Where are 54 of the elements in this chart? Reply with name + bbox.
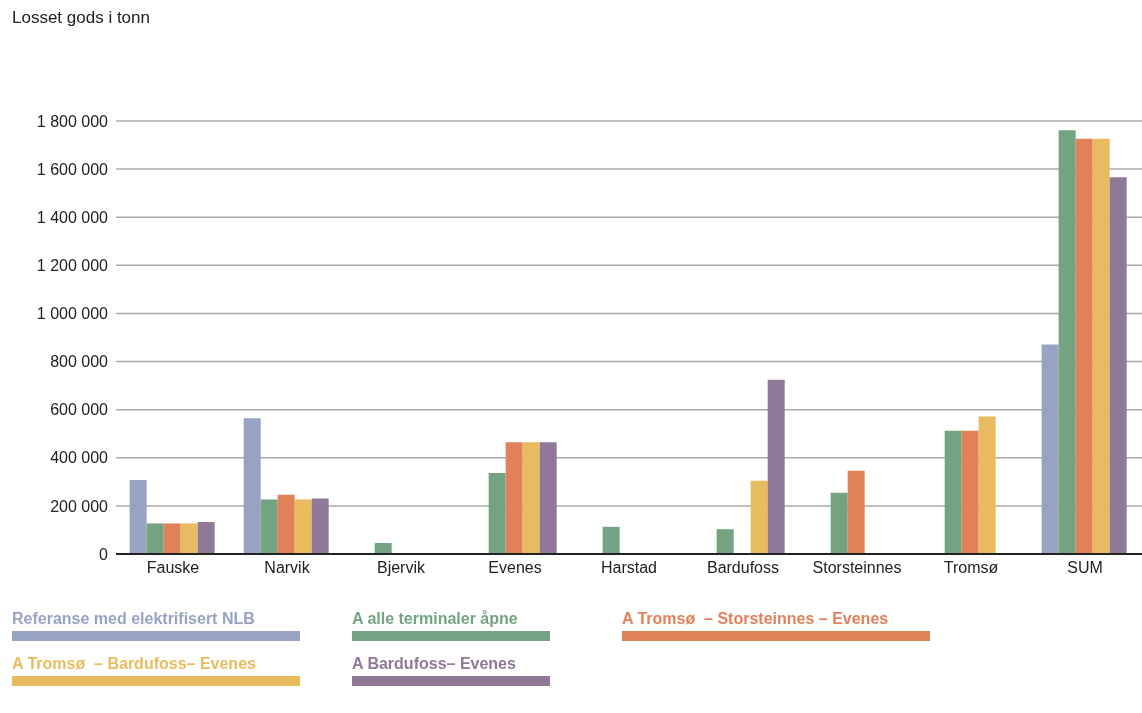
x-tick-label: Harstad <box>600 559 658 577</box>
bar <box>522 442 540 554</box>
bar <box>830 492 848 554</box>
bar <box>1109 177 1127 554</box>
x-tick-label: Narvik <box>264 559 311 577</box>
y-tick-label: 0 <box>99 545 109 563</box>
x-tick-label: Bardufoss <box>706 559 780 577</box>
bar <box>1058 130 1076 554</box>
text: A alle terminaler åpne <box>352 610 518 628</box>
bar <box>243 418 261 554</box>
text: Referanse med elektrifisert NLB <box>12 610 255 628</box>
bar <box>260 499 278 554</box>
x-tick-label: Tromsø <box>943 559 999 577</box>
bar <box>197 522 215 554</box>
bar <box>146 523 164 554</box>
chart-title: Losset gods i tonn <box>12 8 151 29</box>
y-tick-label: 1 600 000 <box>36 160 109 178</box>
bar <box>488 472 506 554</box>
text: A Bardufoss– Evenes <box>352 655 516 673</box>
bar <box>767 379 785 554</box>
y-tick-label: 400 000 <box>50 449 109 467</box>
bar <box>1041 344 1059 554</box>
y-tick-label: 1 800 000 <box>36 112 109 130</box>
text: A Tromsø – Storsteinnes – Evenes <box>622 610 889 628</box>
bar <box>311 498 329 554</box>
bar <box>374 542 392 554</box>
bar <box>944 430 962 554</box>
x-tick-label: SUM <box>1067 559 1103 577</box>
x-tick-label: Bjervik <box>376 559 426 577</box>
y-tick-label: 1 200 000 <box>36 257 109 275</box>
bar <box>294 499 312 554</box>
bar <box>505 442 523 554</box>
text: A Tromsø – Bardufoss– Evenes <box>12 655 256 673</box>
bar <box>1092 138 1110 554</box>
x-tick-label: Storsteinnes <box>812 559 902 577</box>
y-tick-label: 1 400 000 <box>36 208 109 226</box>
y-tick-label: 200 000 <box>50 497 109 515</box>
bar <box>847 470 865 554</box>
x-tick-label: Fauske <box>146 559 200 577</box>
bar <box>716 529 734 554</box>
y-tick-label: 800 000 <box>50 353 109 371</box>
x-tick-label: Evenes <box>488 559 542 577</box>
bar <box>961 430 979 554</box>
bar <box>277 494 295 554</box>
bar <box>129 479 147 554</box>
bar <box>750 480 768 554</box>
bar <box>180 523 198 554</box>
bar <box>539 442 557 554</box>
y-tick-label: 600 000 <box>50 401 109 419</box>
bar <box>602 526 620 554</box>
bar <box>1075 138 1093 554</box>
y-tick-label: 1 000 000 <box>36 305 109 323</box>
bar <box>163 523 181 554</box>
bar <box>978 416 996 554</box>
